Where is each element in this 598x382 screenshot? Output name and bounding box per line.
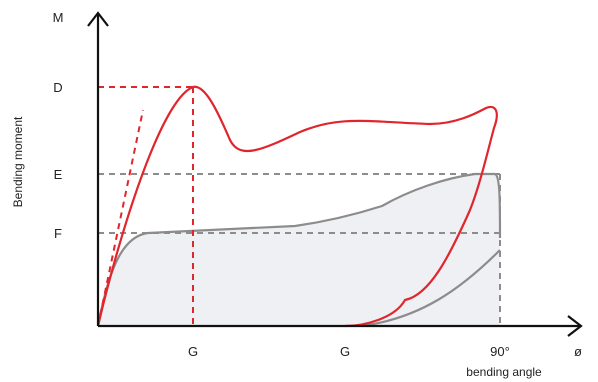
grey-curve-area bbox=[98, 174, 500, 326]
x-mark-g-first: G bbox=[188, 344, 198, 359]
red-loading-curve bbox=[96, 85, 498, 328]
grey-unloading-curve bbox=[361, 249, 501, 328]
y-axis-letter: M bbox=[53, 10, 64, 25]
elastic-slope-dashed-line bbox=[97, 109, 144, 327]
level-f-label: F bbox=[54, 226, 62, 241]
x-mark-g-second: G bbox=[340, 344, 350, 359]
level-d-label: D bbox=[53, 80, 62, 95]
y-axis-title: Bending moment bbox=[11, 116, 25, 207]
y-axis-arrowhead bbox=[87, 11, 109, 27]
grey-loading-curve bbox=[96, 172, 502, 327]
x-axis-arrowhead bbox=[567, 315, 583, 337]
level-e-label: E bbox=[54, 167, 63, 182]
x-mark-ninety-degrees: 90° bbox=[490, 344, 510, 359]
x-axis-title: bending angle bbox=[466, 365, 542, 379]
x-axis-symbol: ø bbox=[574, 344, 582, 359]
